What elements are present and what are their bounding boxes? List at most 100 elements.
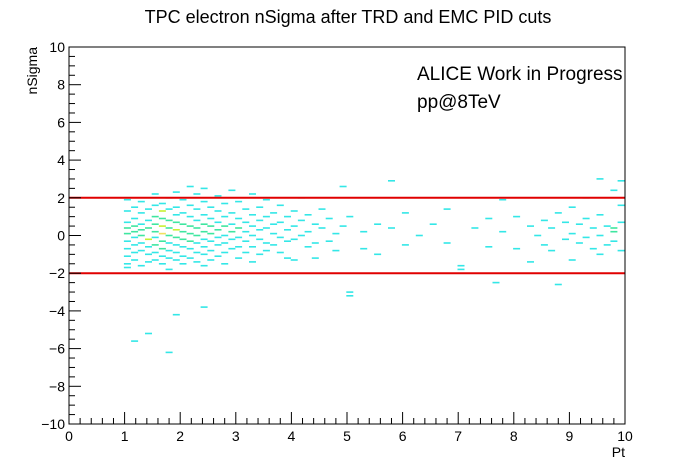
heatmap-cell — [165, 208, 173, 210]
heatmap-cell — [221, 234, 229, 237]
heatmap-cell — [485, 246, 493, 248]
x-tick-label: 5 — [343, 428, 351, 444]
heatmap-cell — [311, 242, 319, 244]
heatmap-cell — [610, 230, 618, 233]
heatmap-cell — [200, 187, 208, 190]
heatmap-cell — [145, 208, 152, 210]
heatmap-cell — [603, 225, 611, 227]
heatmap-cell — [221, 251, 229, 254]
heatmap-cell — [158, 232, 166, 235]
heatmap-cell — [131, 259, 139, 261]
heatmap-cell — [568, 206, 576, 208]
heatmap-cell — [256, 238, 264, 241]
x-tick-label: 6 — [399, 428, 407, 444]
heatmap-cell — [151, 251, 159, 254]
heatmap-cell — [596, 253, 604, 256]
x-axis-ticks: 0 1 2 3 4 5 6 7 8 9 10 — [65, 412, 633, 444]
heatmap-cell — [221, 215, 229, 218]
heatmap-cell — [311, 223, 319, 225]
heatmap-cell — [158, 255, 166, 257]
heatmap-cell — [200, 246, 208, 248]
heatmap-cell — [193, 251, 201, 254]
heatmap-cell — [145, 227, 152, 229]
heatmap-cell — [235, 236, 243, 239]
heatmap-cell — [179, 198, 187, 201]
heatmap-cell — [172, 259, 180, 261]
heatmap-cell — [165, 227, 173, 229]
heatmap-cells — [123, 178, 625, 354]
heatmap-cell — [151, 244, 159, 246]
heatmap-cell — [290, 259, 298, 261]
heatmap-cell — [165, 351, 173, 354]
heatmap-cell — [145, 261, 152, 263]
heatmap-cell — [123, 255, 131, 257]
heatmap-cell — [200, 223, 208, 225]
heatmap-cell — [158, 217, 166, 220]
heatmap-cell — [172, 313, 180, 316]
x-axis-label: Pt — [612, 444, 625, 460]
heatmap-cell — [548, 227, 556, 229]
heatmap-cell — [499, 230, 507, 233]
heatmap-cell — [131, 217, 139, 220]
heatmap-cell — [276, 251, 284, 254]
x-tick-label: 3 — [232, 428, 240, 444]
heatmap-cell — [270, 244, 278, 246]
heatmap-cell — [575, 242, 583, 244]
heatmap-cell — [214, 229, 222, 231]
x-tick-label: 9 — [566, 428, 574, 444]
heatmap-cell — [179, 246, 187, 248]
heatmap-cell — [221, 202, 229, 205]
heatmap-cell — [158, 247, 166, 250]
heatmap-cell — [137, 212, 145, 214]
heatmap-cell — [172, 236, 180, 239]
heatmap-cell — [158, 263, 166, 265]
heatmap-cell — [221, 225, 229, 227]
heatmap-cell — [131, 225, 139, 227]
heatmap-cell — [262, 198, 270, 201]
heatmap-cell — [388, 180, 395, 182]
heatmap-cell — [137, 249, 145, 252]
heatmap-cell — [603, 244, 611, 246]
heatmap-cell — [262, 215, 270, 218]
heatmap-cell — [429, 223, 437, 225]
heatmap-cell — [123, 227, 131, 229]
heatmap-cell — [540, 219, 548, 222]
heatmap-cell — [284, 257, 291, 259]
heatmap-cell — [617, 249, 625, 252]
x-tick-label: 1 — [121, 428, 129, 444]
heatmap-cell — [214, 236, 222, 239]
heatmap-cell — [221, 242, 229, 244]
heatmap-cell — [145, 253, 152, 256]
heatmap-cell — [228, 223, 236, 225]
heatmap-cell — [145, 219, 152, 222]
heatmap-cell — [186, 204, 194, 207]
heatmap-cell — [562, 221, 569, 224]
y-tick-label: 8 — [57, 77, 65, 93]
heatmap-cell — [221, 263, 229, 265]
heatmap-cell — [284, 229, 291, 231]
heatmap-cell — [200, 264, 208, 267]
heatmap-cell — [172, 214, 180, 216]
x-tick-label: 8 — [510, 428, 518, 444]
heatmap-cell — [228, 189, 236, 192]
heatmap-cell — [304, 230, 312, 233]
y-axis-ticks: −10 −8 −6 −4 −2 0 2 4 6 8 10 — [41, 39, 81, 432]
heatmap-cell — [123, 232, 131, 235]
heatmap-cell — [276, 204, 284, 207]
heatmap-cell — [332, 232, 340, 235]
heatmap-cell — [193, 242, 201, 244]
heatmap-cell — [228, 247, 236, 250]
heatmap-cell — [131, 236, 139, 239]
heatmap-cell — [151, 236, 159, 239]
heatmap-cell — [193, 261, 201, 263]
heatmap-cell — [401, 212, 409, 214]
heatmap-cell — [131, 251, 139, 254]
heatmap-cell — [151, 223, 159, 225]
heatmap-cell — [499, 198, 507, 201]
heatmap-cell — [270, 232, 278, 235]
heatmap-cell — [249, 193, 256, 195]
heatmap-cell — [131, 230, 139, 233]
heatmap-cell — [339, 185, 347, 188]
heatmap-cell — [262, 249, 270, 252]
heatmap-cell — [256, 229, 264, 231]
